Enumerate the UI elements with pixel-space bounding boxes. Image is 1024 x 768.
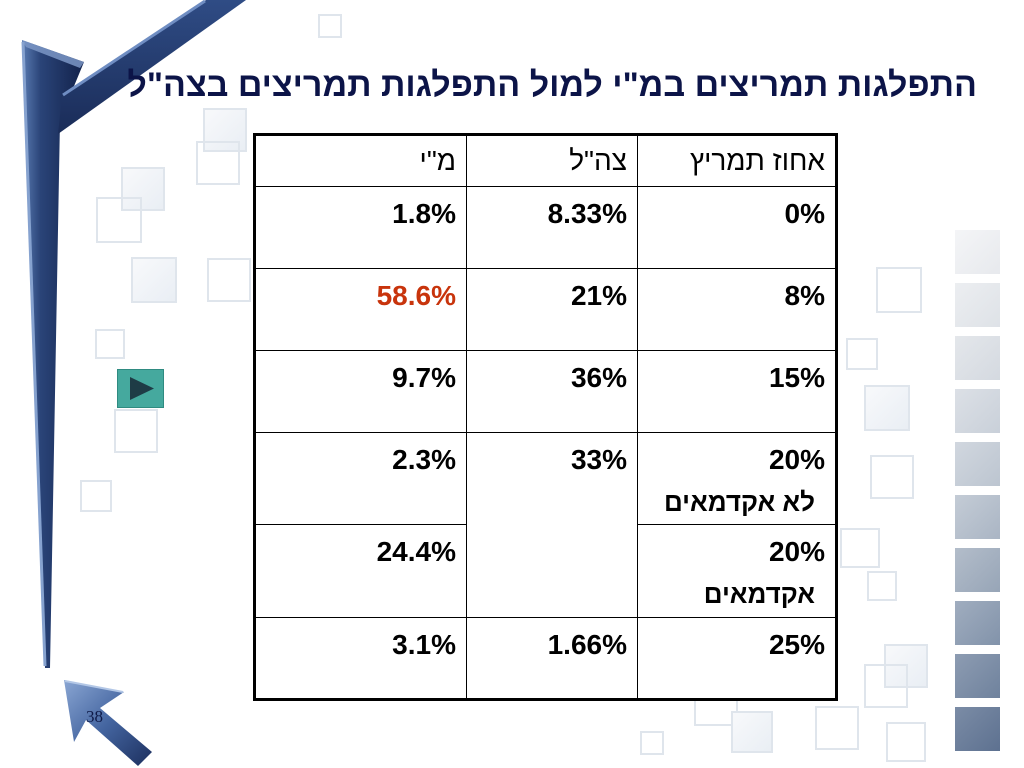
gradient-tile [955,601,1000,645]
incentive-value: 20% [768,444,825,475]
cell-idf-value: 1.66% [466,617,638,700]
decorative-square [864,664,908,708]
decorative-square [731,711,773,753]
cell-idf-value: 36% [466,350,638,433]
cell-idf-value: 21% [466,268,638,351]
cell-idf-value: 8.33% [466,186,638,269]
table-row: 25% 1.66% 3.1% [254,617,837,700]
gradient-tile [955,654,1000,698]
arrow-shape [64,680,152,766]
cell-mi-value: 2.3% [254,432,467,525]
table-row: 15% 36% 9.7% [254,350,837,433]
checkmark-shape [21,0,246,668]
cell-mi-value: 58.6% [254,268,467,351]
table-row: 20% לא אקדמאים 33% 2.3% [254,432,837,618]
incentive-distribution-table: אחוז תמריץ צה"ל מ"י 0% 8.33% 1.8% 8% 21%… [253,133,838,701]
decorative-square [870,455,914,499]
table-row: 20% אקדמאים 24.4% [254,524,837,618]
decorative-square [121,167,165,211]
decorative-square [196,141,240,185]
decorative-square [114,409,158,453]
decorative-square [207,258,251,302]
decorative-square [640,731,664,755]
decorative-square [131,257,177,303]
decorative-square [846,338,878,370]
table-row: 0% 8.33% 1.8% [254,186,837,269]
decorative-square [886,722,926,762]
gradient-tile [955,389,1000,433]
play-icon [130,377,154,400]
incentive-note: לא אקדמאים [663,487,815,517]
decorative-square [876,267,922,313]
gradient-tile [955,283,1000,327]
table-header-row: אחוז תמריץ צה"ל מ"י [254,134,837,187]
cell-incentive-percent: 25% [637,617,837,700]
incentive-note: אקדמאים [703,579,815,609]
cell-incentive-percent: 20% לא אקדמאים [637,432,837,525]
gradient-tile [955,442,1000,486]
decorative-square [80,480,112,512]
table-row: 8% 21% 58.6% [254,268,837,351]
cell-mi-value: 24.4% [254,524,467,618]
decorative-square [95,329,125,359]
header-incentive-percent: אחוז תמריץ [637,134,837,187]
decorative-square [815,706,859,750]
decorative-square [864,385,910,431]
cell-mi-value: 9.7% [254,350,467,433]
decorative-square [96,197,142,243]
gradient-tile [955,336,1000,380]
header-mi: מ"י [254,134,467,187]
header-idf: צה"ל [466,134,638,187]
gradient-tile [955,230,1000,274]
slide-number: 38 [86,707,103,726]
gradient-tile [955,495,1000,539]
cell-idf-value: 33% [466,432,638,618]
decorative-square [318,14,342,38]
decorative-square [840,528,880,568]
cell-incentive-percent: 0% [637,186,837,269]
cell-incentive-percent: 20% אקדמאים [637,524,837,618]
cell-incentive-percent: 8% [637,268,837,351]
gradient-tile [955,548,1000,592]
incentive-value: 20% [768,536,825,567]
cell-incentive-percent: 15% [637,350,837,433]
cell-mi-value: 1.8% [254,186,467,269]
cell-mi-value: 3.1% [254,617,467,700]
gradient-tile [955,707,1000,751]
decorative-square [867,571,897,601]
slide-title: התפלגות תמריצים במ"י למול התפלגות תמריצי… [127,66,977,104]
next-slide-button[interactable] [117,369,164,408]
